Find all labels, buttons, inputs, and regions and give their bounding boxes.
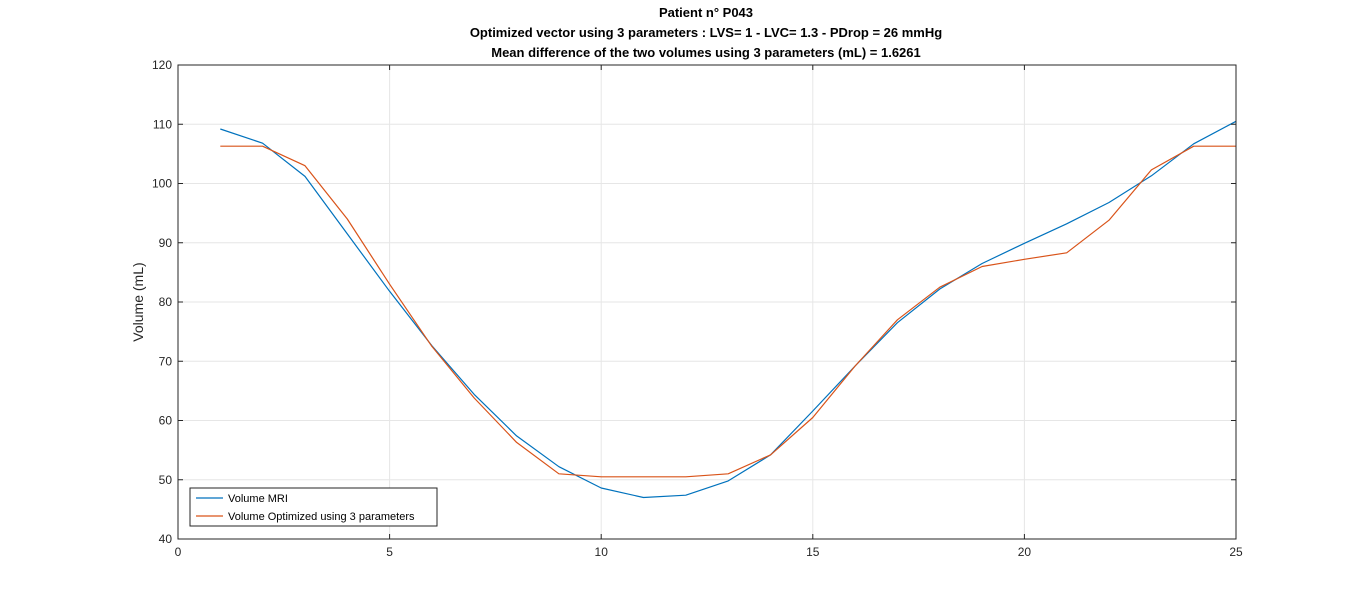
- x-tick-label: 25: [1229, 545, 1243, 559]
- y-tick-label: 80: [159, 295, 173, 309]
- x-tick-label: 10: [595, 545, 609, 559]
- ticks: 0 5 10 15 20 25 40 50 60 70 80 90 100 110 120: [152, 58, 1243, 559]
- series-line-volume-optimized: [220, 145, 1236, 478]
- y-tick-label: 40: [159, 532, 173, 546]
- chart-title-line-3: Mean difference of the two volumes using…: [491, 45, 921, 60]
- series-layer: [220, 120, 1237, 499]
- legend: Volume MRI Volume Optimized using 3 para…: [189, 487, 438, 527]
- y-tick-label: 50: [159, 473, 173, 487]
- y-tick-label: 110: [153, 117, 172, 131]
- x-tick-label: 5: [386, 545, 393, 559]
- chart-title-line-2: Optimized vector using 3 parameters : LV…: [470, 25, 942, 40]
- legend-label-volume-optimized: Volume Optimized using 3 parameters: [228, 511, 415, 523]
- x-tick-label: 20: [1018, 545, 1032, 559]
- x-tick-label: 15: [806, 545, 820, 559]
- legend-box: [189, 487, 438, 527]
- x-tick-label: 0: [175, 545, 182, 559]
- y-tick-label: 70: [159, 354, 173, 368]
- legend-label-volume-mri: Volume MRI: [228, 493, 288, 505]
- y-axis-label: Volume (mL): [130, 262, 146, 341]
- y-tick-label: 60: [159, 414, 173, 428]
- series-line-volume-mri: [220, 120, 1237, 499]
- y-tick-label: 100: [152, 177, 172, 191]
- chart-title-line-1: Patient n° P043: [659, 5, 753, 20]
- y-tick-label: 120: [152, 58, 172, 72]
- y-tick-label: 90: [159, 236, 173, 250]
